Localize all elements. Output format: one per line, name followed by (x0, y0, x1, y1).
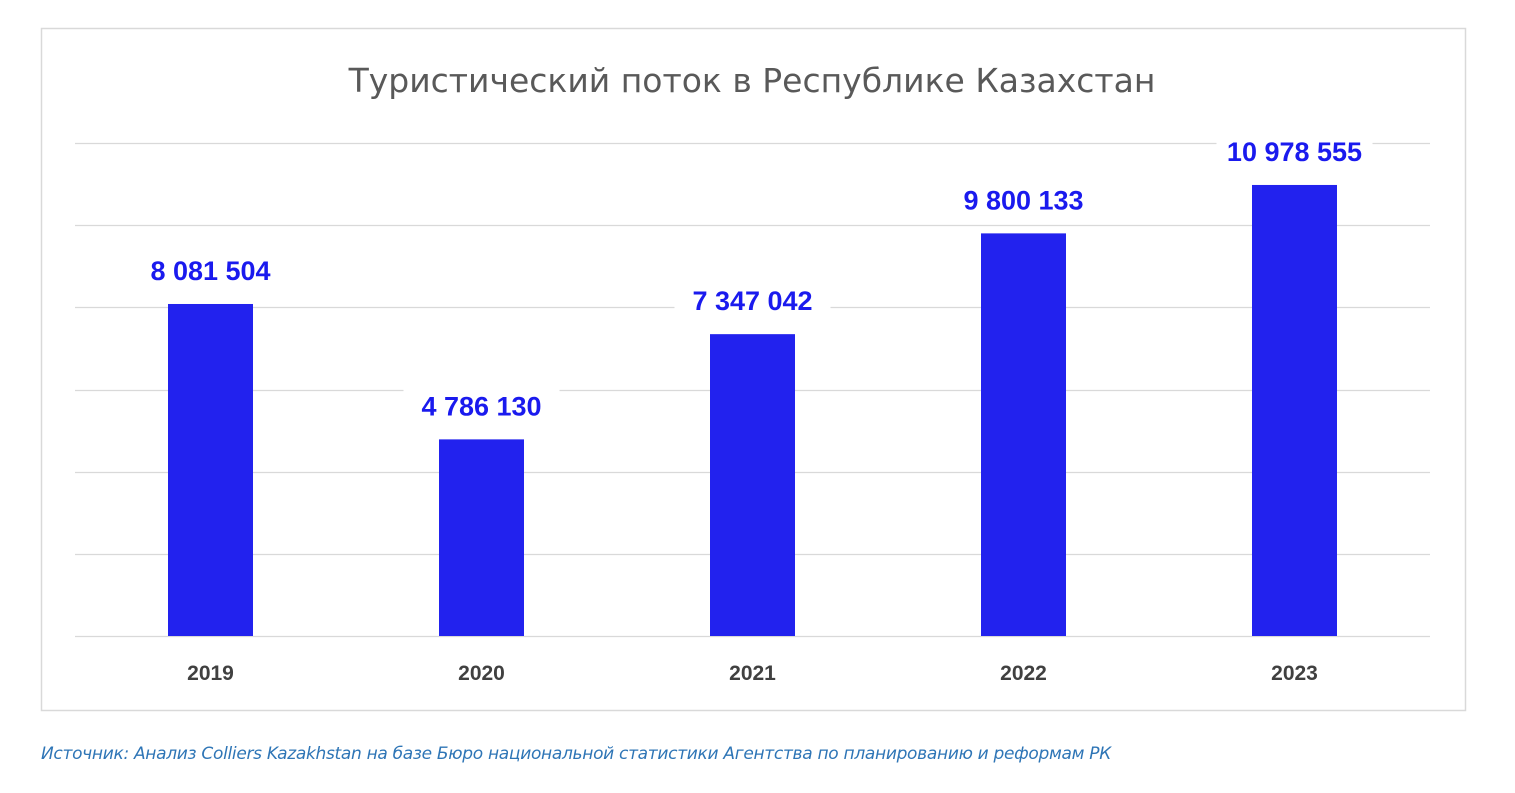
x-axis-ticks: 2019 2020 2021 2022 2023 (187, 662, 1318, 685)
data-label-2021: 7 347 042 (692, 286, 812, 316)
data-labels: 8 081 504 4 786 130 7 347 042 9 800 133 10 9… (132, 134, 1373, 424)
data-label-2019: 8 081 504 (150, 256, 270, 286)
x-tick-label: 2022 (1000, 662, 1047, 685)
x-tick-label: 2023 (1271, 662, 1318, 685)
data-label-2022: 9 800 133 (963, 185, 1083, 215)
bar-2022 (981, 233, 1066, 636)
data-label-background (945, 183, 1102, 218)
data-label-background (674, 284, 831, 319)
chart-title: Туристический поток в Республике Казахст… (348, 61, 1156, 100)
data-label-background (1216, 134, 1373, 169)
bar-2021 (710, 334, 795, 636)
data-label-2020: 4 786 130 (421, 391, 541, 421)
data-label-2023: 10 978 555 (1227, 137, 1362, 167)
x-tick-label: 2020 (458, 662, 505, 685)
bar-2023 (1252, 184, 1337, 637)
x-tick-label: 2021 (729, 662, 776, 685)
data-label-background (403, 389, 560, 424)
x-tick-label: 2019 (187, 662, 234, 685)
bars (168, 184, 1337, 637)
data-label-background (132, 253, 289, 288)
bar-2020 (439, 439, 524, 636)
source-note: Источник: Анализ Colliers Kazakhstan на … (41, 744, 1111, 764)
bar-2019 (168, 303, 253, 636)
